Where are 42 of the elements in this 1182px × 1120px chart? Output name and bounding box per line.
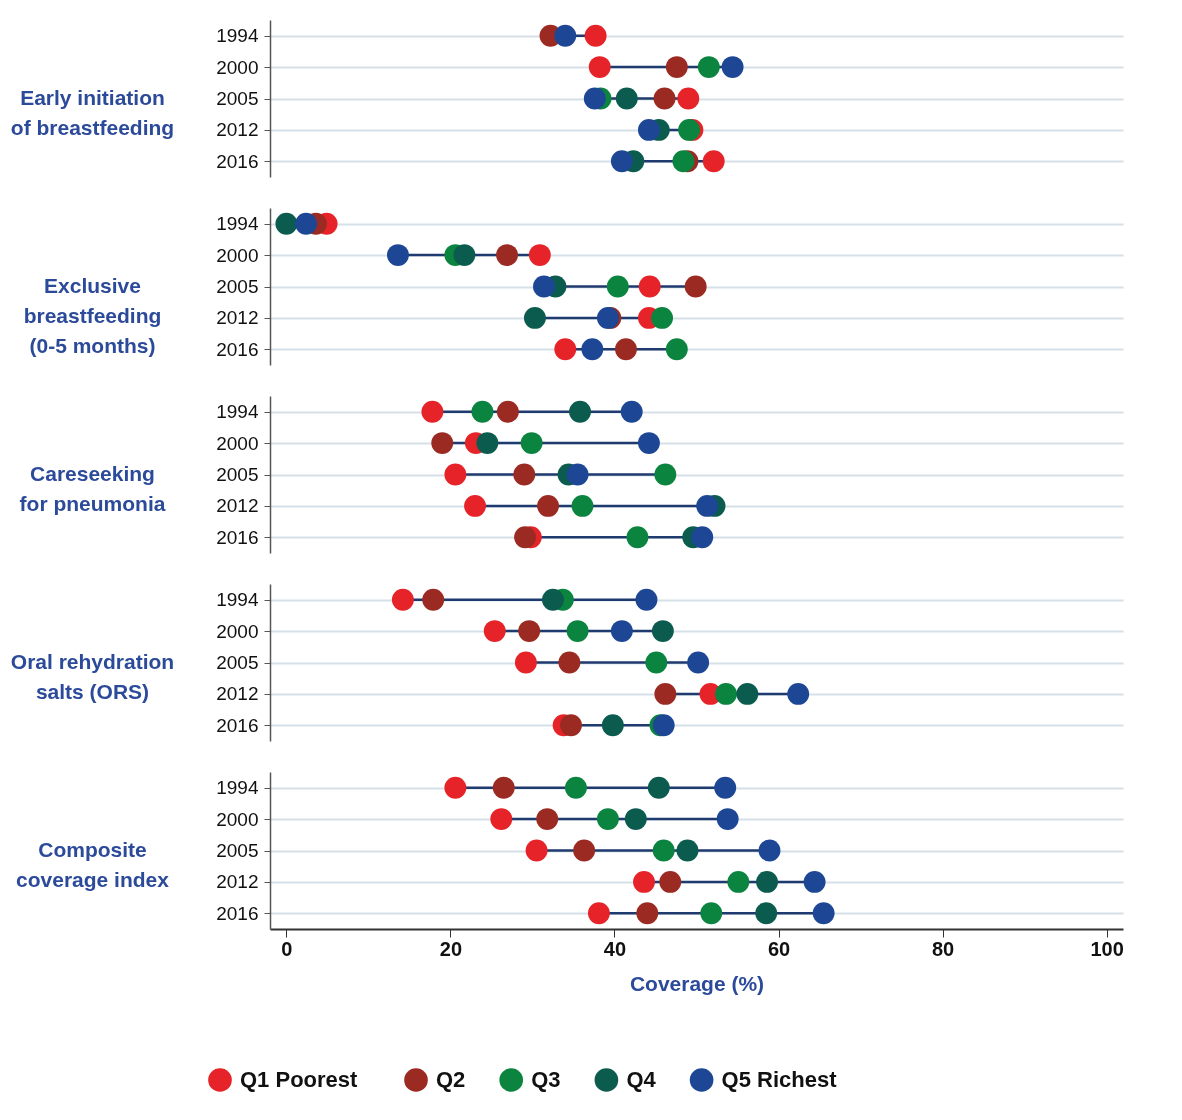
y-tick-label: 2000	[216, 432, 259, 454]
y-tick-label: 1994	[216, 25, 259, 47]
y-tick-label: 2012	[216, 495, 259, 517]
y-tick-label: 2012	[216, 871, 259, 893]
y-tick-label: 2005	[216, 88, 259, 109]
y-tick-label: 2000	[216, 56, 259, 78]
y-tick-label: 2016	[216, 338, 259, 360]
x-tick-label: 100	[1090, 937, 1124, 960]
y-axis-title: Careseeking for pneumonia	[19, 461, 166, 515]
y-tick-label: 2016	[216, 526, 259, 548]
y-tick-label: 2012	[216, 307, 259, 329]
legend-label: Q3	[531, 1067, 561, 1092]
y-axis-title: Composite coverage index	[16, 837, 170, 891]
x-tick-label: 60	[767, 937, 791, 960]
y-tick-label: 2005	[216, 652, 259, 673]
y-tick-label: 2000	[216, 620, 259, 642]
x-tick-label: 0	[281, 937, 293, 960]
y-axis-title: Exclusive breastfeeding (0-5 months)	[23, 273, 162, 357]
legend-label: Q1 Poorest	[240, 1067, 359, 1092]
y-tick-label: 2005	[216, 276, 259, 297]
legend-label: Q2	[436, 1067, 466, 1092]
x-tick-label: 80	[931, 937, 955, 960]
y-axis-title: Oral rehydration salts (ORS)	[10, 649, 175, 703]
y-tick-label: 2000	[216, 244, 259, 266]
x-axis-title: Coverage (%)	[629, 971, 765, 995]
y-tick-label: 2016	[216, 150, 259, 172]
x-tick-label: 40	[603, 937, 627, 960]
y-tick-label: 2000	[216, 808, 259, 830]
y-tick-label: 1994	[216, 401, 259, 423]
y-axis-title: Early initiation of breastfeeding	[10, 85, 175, 139]
y-tick-label: 1994	[216, 777, 259, 799]
y-tick-label: 2005	[216, 464, 259, 485]
legend-label: Q4	[626, 1067, 657, 1092]
y-tick-label: 2012	[216, 683, 259, 705]
y-tick-label: 1994	[216, 213, 259, 235]
legend-label: Q5 Richest	[721, 1067, 838, 1092]
y-tick-label: 2005	[216, 840, 259, 861]
y-tick-label: 2016	[216, 902, 259, 924]
y-tick-label: 2012	[216, 119, 259, 141]
y-tick-label: 2016	[216, 714, 259, 736]
x-tick-label: 20	[439, 937, 463, 960]
y-tick-label: 1994	[216, 589, 259, 611]
